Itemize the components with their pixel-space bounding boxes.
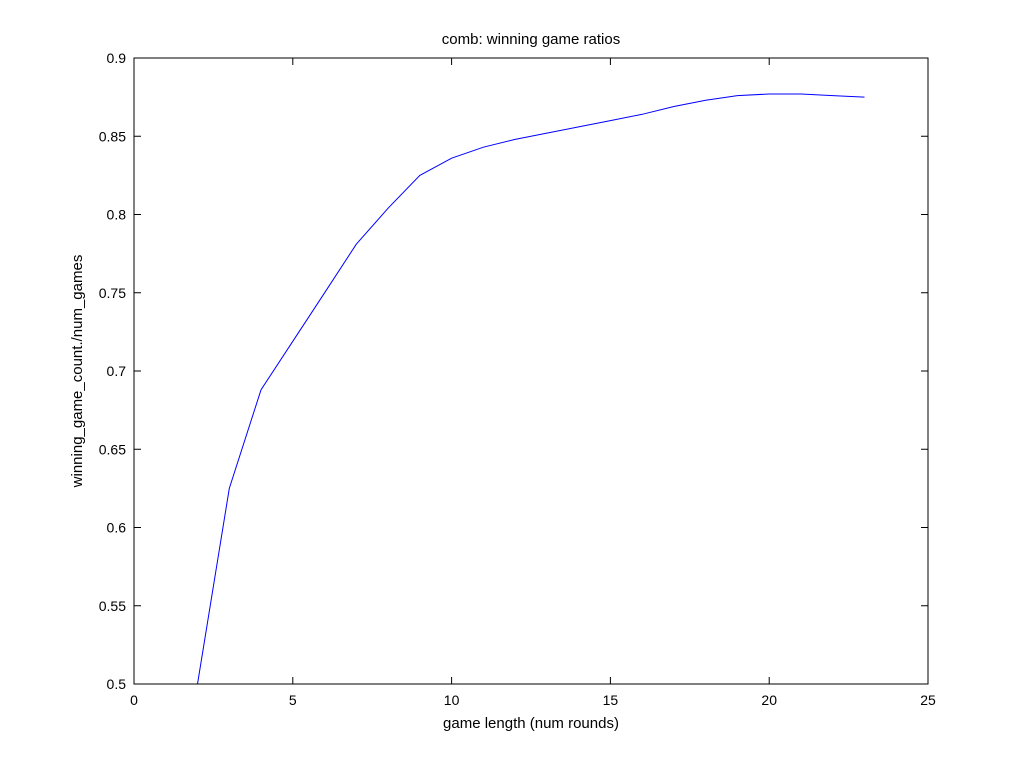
x-axis-label: game length (num rounds)	[443, 715, 619, 732]
y-tick-label: 0.9	[107, 50, 127, 66]
y-tick-label: 0.7	[107, 363, 127, 379]
x-tick-label: 15	[603, 692, 619, 708]
y-tick-label: 0.6	[107, 520, 127, 536]
y-tick-label: 0.5	[107, 676, 127, 692]
y-tick-label: 0.75	[99, 285, 126, 301]
plot-area	[134, 58, 928, 684]
y-axis-label: winning_game_count./num_games	[69, 255, 86, 489]
x-tick-label: 20	[761, 692, 777, 708]
x-tick-label: 10	[444, 692, 460, 708]
y-tick-label: 0.85	[99, 128, 126, 144]
tick-marks	[133, 57, 929, 685]
chart-title: comb: winning game ratios	[442, 31, 620, 48]
y-tick-labels: 0.5 0.55 0.6 0.65 0.7 0.75 0.8 0.85 0.9	[99, 50, 126, 692]
x-tick-labels: 0 5 10 15 20 25	[130, 692, 936, 708]
y-tick-label: 0.55	[99, 598, 126, 614]
x-tick-label: 25	[920, 692, 936, 708]
y-tick-label: 0.65	[99, 441, 126, 457]
series-line	[197, 93, 865, 685]
series-layer	[197, 93, 865, 685]
x-tick-label: 5	[289, 692, 297, 708]
y-tick-label: 0.8	[107, 207, 127, 223]
x-tick-label: 0	[130, 692, 138, 708]
